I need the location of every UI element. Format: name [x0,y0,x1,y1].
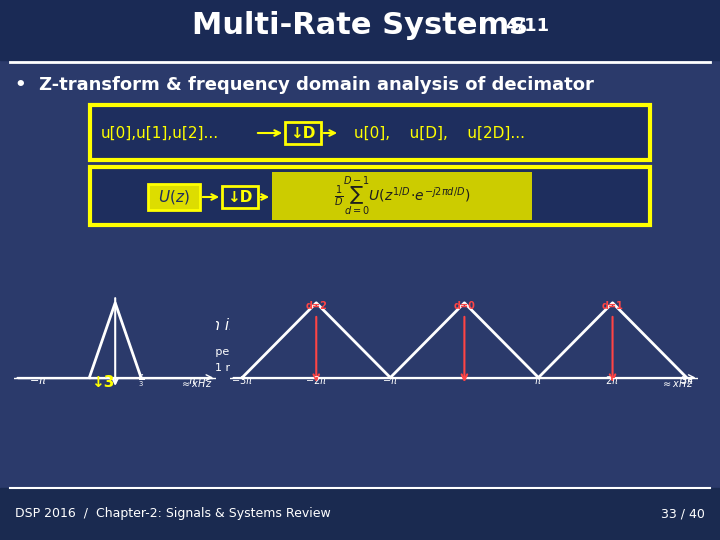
Text: $-\pi$: $-\pi$ [29,375,47,386]
Text: •  Z-transform & frequency domain analysis of decimator: • Z-transform & frequency domain analysi… [15,76,594,94]
Bar [148,345,198,359]
Text: $U(e^{j\omega n})$: $U(e^{j\omega n})$ [153,343,192,361]
Text: is periodic with period: is periodic with period [453,347,577,357]
Bar [272,172,532,220]
Text: $\pi$: $\pi$ [534,376,542,386]
Text: d=1: d=1 [602,301,624,311]
Text: ↓D: ↓D [228,190,253,205]
Bar [148,184,200,210]
Bar [0,488,720,540]
Text: PS: Note that: PS: Note that [50,347,124,357]
Bar [0,0,720,60]
Text: $2\pi$: $2\pi$ [457,362,473,374]
Text: $U(e^{j\omega/D})$: $U(e^{j\omega/D})$ [400,343,444,361]
Text: ↓3: ↓3 [91,375,114,389]
Text: 4/11: 4/11 [505,16,549,34]
Text: while: while [365,347,395,357]
Text: ↓D: ↓D [290,125,315,140]
Bar [285,122,321,144]
Text: $U(z)$: $U(z)$ [158,188,190,206]
Text: $\approx x Hz$: $\approx x Hz$ [180,376,212,389]
Text: u[0],    u[D],    u[2D]...: u[0], u[D], u[2D]... [354,125,526,140]
Bar [222,186,258,208]
Text: Multi-Rate Systems: Multi-Rate Systems [192,10,528,39]
Bar [590,345,618,359]
Bar [90,105,650,160]
Text: $\frac{\pi}{3}$: $\frac{\pi}{3}$ [138,373,144,389]
Text: d=0: d=0 [454,301,475,311]
Text: `Compression in time domain ~ expansion in frequency domain': `Compression in time domain ~ expansion … [113,317,607,333]
Text: $2\pi$: $2\pi$ [343,346,359,358]
Bar [395,345,450,359]
Text: d=2: d=2 [305,301,327,311]
Text: $2D\pi$: $2D\pi$ [592,346,616,358]
Text: DSP 2016  /  Chapter-2: Signals & Systems Review: DSP 2016 / Chapter-2: Signals & Systems … [15,508,330,521]
Text: u[0],u[1],u[2]...: u[0],u[1],u[2]... [101,125,219,140]
Text: $-\pi$: $-\pi$ [382,376,398,386]
Bar [454,361,476,375]
Bar [340,345,362,359]
Text: 33 / 40: 33 / 40 [661,508,705,521]
Text: $2\pi$: $2\pi$ [606,374,620,386]
Text: is periodic with period: is periodic with period [203,347,326,357]
Text: $-3\pi$: $-3\pi$ [231,374,253,386]
Text: $-2\pi$: $-2\pi$ [305,374,328,386]
Text: $\pi$: $\pi$ [189,375,197,386]
Text: $3\pi$: $3\pi$ [680,374,693,386]
Text: $\frac{1}{D}\sum_{d=0}^{D-1}U(z^{1/D}\!\cdot\!e^{-j2\pi d/D})$: $\frac{1}{D}\sum_{d=0}^{D-1}U(z^{1/D}\!\… [334,174,470,218]
Text: !: ! [478,363,482,373]
Text: $\approx xHz$: $\approx xHz$ [661,376,693,389]
Bar [90,167,650,225]
Text: The summation with d=0…D-1 restores the periodicity with period: The summation with d=0…D-1 restores the … [50,363,421,373]
